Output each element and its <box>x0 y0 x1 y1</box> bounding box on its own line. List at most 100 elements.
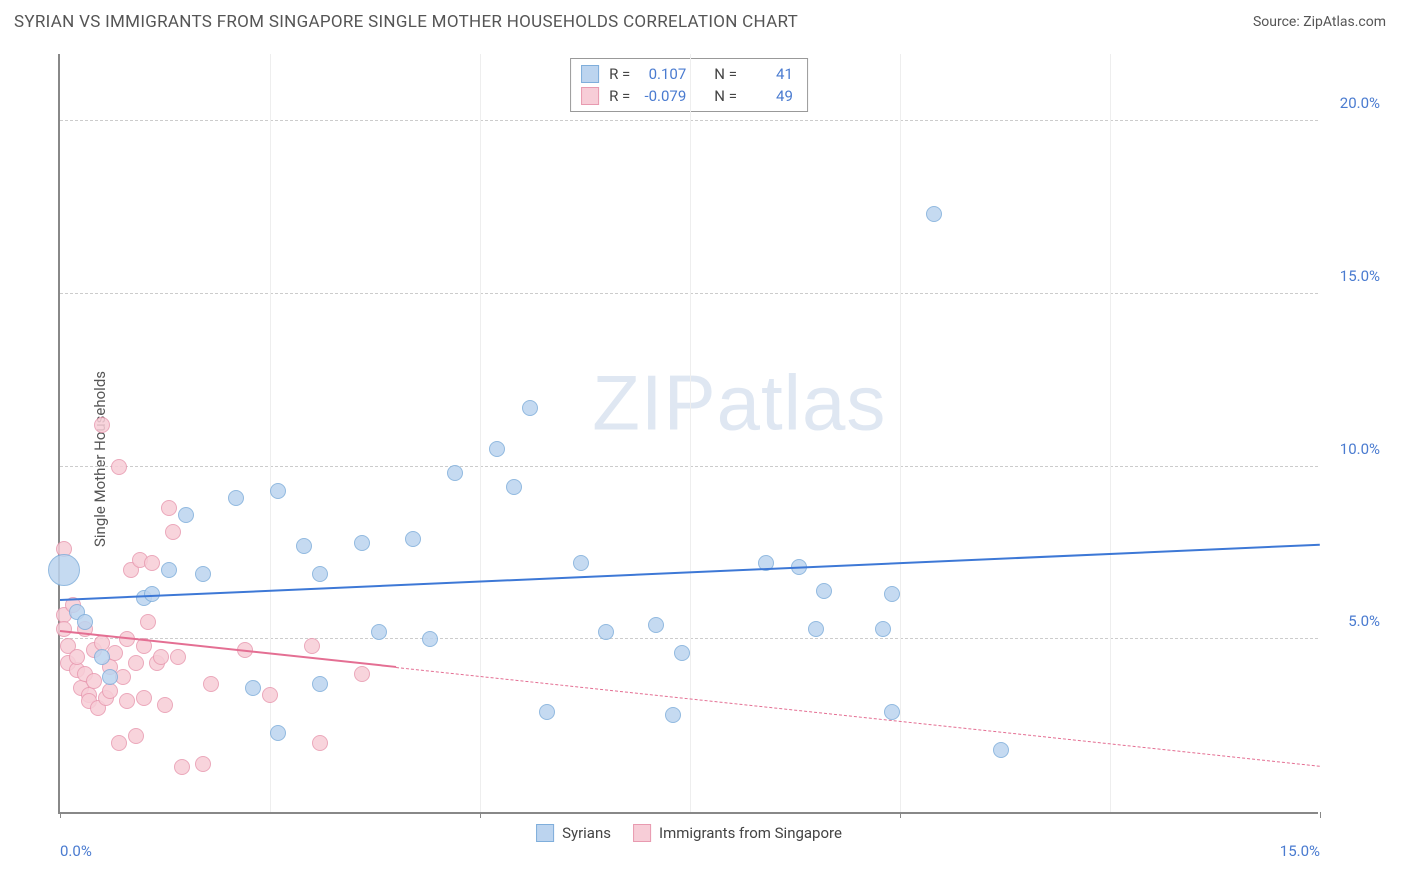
data-point <box>245 680 261 696</box>
chart-container: Single Mother Households ZIPatlas R =0.1… <box>18 44 1388 874</box>
data-point <box>884 704 900 720</box>
stats-legend: R = 0.107 N = 41 R = -0.079 N = 49 <box>570 58 808 112</box>
data-point <box>312 676 328 692</box>
data-point <box>665 707 681 723</box>
x-tick <box>900 812 901 818</box>
data-point <box>993 742 1009 758</box>
data-point <box>174 759 190 775</box>
legend-label: Immigrants from Singapore <box>659 824 842 842</box>
stat-row: R = -0.079 N = 49 <box>581 85 793 107</box>
y-tick-label: 15.0% <box>1340 267 1380 285</box>
watermark: ZIPatlas <box>592 357 886 448</box>
data-point <box>178 507 194 523</box>
data-point <box>304 638 320 654</box>
data-point <box>270 483 286 499</box>
data-point <box>489 441 505 457</box>
r-label: R = <box>609 63 630 85</box>
data-point <box>153 649 169 665</box>
r-value: -0.079 <box>640 85 686 107</box>
data-point <box>296 538 312 554</box>
data-point <box>94 649 110 665</box>
gridline-h <box>60 466 1318 467</box>
gridline-v <box>1110 54 1111 812</box>
data-point <box>56 621 72 637</box>
data-point <box>262 687 278 703</box>
legend-label: Syrians <box>562 824 611 842</box>
x-tick-label: 15.0% <box>1280 842 1320 860</box>
r-label: R = <box>609 85 630 107</box>
data-point <box>816 583 832 599</box>
x-tick <box>480 812 481 818</box>
legend-item: Syrians <box>536 824 611 842</box>
n-label: N = <box>714 85 737 107</box>
y-tick-label: 5.0% <box>1348 612 1380 630</box>
r-value: 0.107 <box>640 63 686 85</box>
data-point <box>140 614 156 630</box>
data-point <box>203 676 219 692</box>
gridline-v <box>900 54 901 812</box>
data-point <box>102 669 118 685</box>
n-value: 41 <box>747 63 793 85</box>
n-label: N = <box>714 63 737 85</box>
data-point <box>312 735 328 751</box>
y-tick-label: 20.0% <box>1340 94 1380 112</box>
legend-swatch <box>633 824 651 842</box>
gridline-h <box>60 638 1318 639</box>
data-point <box>228 490 244 506</box>
data-point <box>94 417 110 433</box>
data-point <box>808 621 824 637</box>
data-point <box>674 645 690 661</box>
data-point <box>161 500 177 516</box>
source-label: Source: ZipAtlas.com <box>1253 14 1386 30</box>
data-point <box>354 535 370 551</box>
legend-item: Immigrants from Singapore <box>633 824 842 842</box>
data-point <box>170 649 186 665</box>
data-point <box>161 562 177 578</box>
chart-title: SYRIAN VS IMMIGRANTS FROM SINGAPORE SING… <box>14 12 798 32</box>
data-point <box>506 479 522 495</box>
data-point <box>926 206 942 222</box>
data-point <box>69 649 85 665</box>
gridline-h <box>60 120 1318 121</box>
legend-swatch <box>536 824 554 842</box>
plot-area: ZIPatlas R =0.107N =41R =-0.079N =49 Syr… <box>58 54 1318 814</box>
legend-swatch <box>581 65 599 83</box>
data-point <box>354 666 370 682</box>
n-value: 49 <box>747 85 793 107</box>
data-point <box>102 683 118 699</box>
data-point <box>875 621 891 637</box>
stat-row: R = 0.107 N = 41 <box>581 63 793 85</box>
data-point <box>195 566 211 582</box>
data-point <box>522 400 538 416</box>
data-point <box>539 704 555 720</box>
data-point <box>144 555 160 571</box>
data-point <box>48 554 80 586</box>
data-point <box>77 614 93 630</box>
data-point <box>371 624 387 640</box>
series-legend: Syrians Immigrants from Singapore <box>536 824 842 842</box>
data-point <box>648 617 664 633</box>
regression-line <box>396 667 1320 767</box>
data-point <box>111 735 127 751</box>
x-tick-label: 0.0% <box>60 842 92 860</box>
data-point <box>884 586 900 602</box>
x-tick <box>1320 812 1321 818</box>
data-point <box>405 531 421 547</box>
data-point <box>270 725 286 741</box>
data-point <box>86 673 102 689</box>
data-point <box>312 566 328 582</box>
data-point <box>128 728 144 744</box>
x-tick <box>60 812 61 818</box>
gridline-h <box>60 293 1318 294</box>
data-point <box>598 624 614 640</box>
gridline-v <box>480 54 481 812</box>
data-point <box>195 756 211 772</box>
data-point <box>119 693 135 709</box>
data-point <box>136 690 152 706</box>
data-point <box>447 465 463 481</box>
legend-swatch <box>581 87 599 105</box>
y-tick-label: 10.0% <box>1340 440 1380 458</box>
data-point <box>573 555 589 571</box>
data-point <box>128 655 144 671</box>
data-point <box>165 524 181 540</box>
